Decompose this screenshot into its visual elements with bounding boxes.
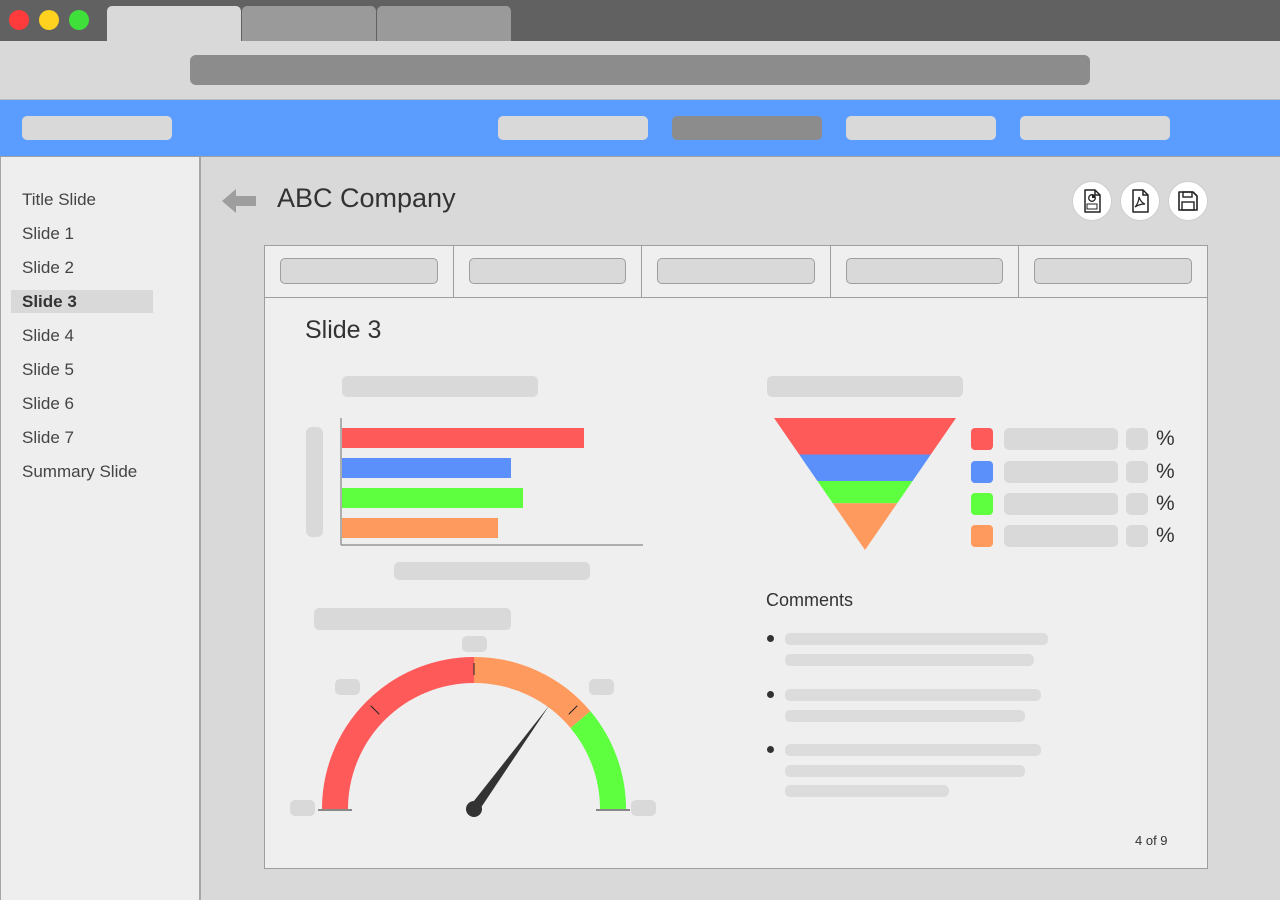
pdf-file-icon <box>1132 189 1149 213</box>
gauge-tick <box>370 705 380 715</box>
export-pdf-button[interactable] <box>1120 181 1160 221</box>
funnel-chart-segment <box>817 480 913 504</box>
sidebar-item-summary-slide[interactable]: Summary Slide <box>22 462 138 481</box>
comment-line-placeholder <box>785 654 1034 666</box>
gauge-tick-label-placeholder <box>589 679 614 695</box>
save-button[interactable] <box>1168 181 1208 221</box>
legend-value-placeholder <box>1126 525 1148 547</box>
funnel-chart <box>774 418 956 550</box>
gauge-tick-label-placeholder <box>631 800 656 816</box>
toolbar-button[interactable] <box>657 258 815 284</box>
sidebar-item-slide-7[interactable]: Slide 7 <box>22 428 74 447</box>
legend-swatch-red <box>971 428 993 450</box>
app-navbar <box>0 100 1280 157</box>
comment-bullet <box>767 635 774 642</box>
bar-chart-bar <box>342 518 498 538</box>
comment-line-placeholder <box>785 744 1041 756</box>
slide-canvas: Slide 3 % % % % Comments 4 of 9 <box>264 245 1208 869</box>
bar-chart-title-placeholder <box>342 376 538 397</box>
browser-tab-active[interactable] <box>107 6 241 41</box>
nav-item-active[interactable] <box>672 116 822 140</box>
nav-item[interactable] <box>1020 116 1170 140</box>
browser-tab[interactable] <box>242 6 376 41</box>
gauge-title-placeholder <box>314 608 511 630</box>
comments-title: Comments <box>766 590 854 610</box>
nav-item[interactable] <box>846 116 996 140</box>
comment-bullet <box>767 746 774 753</box>
toolbar-button[interactable] <box>1034 258 1192 284</box>
gauge-needle-hub <box>466 801 482 817</box>
legend-percent-sign: % <box>1156 492 1175 515</box>
address-bar <box>0 41 1280 100</box>
back-arrow-icon[interactable] <box>222 188 256 214</box>
legend-percent-sign: % <box>1156 460 1175 483</box>
maximize-window-button[interactable] <box>69 10 89 30</box>
funnel-chart-segment <box>832 503 898 550</box>
toolbar-button[interactable] <box>468 258 627 284</box>
save-icon <box>1178 191 1198 211</box>
legend-value-placeholder <box>1126 428 1148 450</box>
gauge-chart <box>318 657 630 817</box>
bar-chart <box>340 418 643 546</box>
sidebar-item-slide-5[interactable]: Slide 5 <box>22 360 74 379</box>
gauge-needle <box>469 705 550 812</box>
legend-value-placeholder <box>1126 493 1148 515</box>
legend-swatch-blue <box>971 461 993 483</box>
gauge-tick-label-placeholder <box>462 636 487 652</box>
gauge-tick <box>568 705 578 715</box>
comment-line-placeholder <box>785 633 1048 645</box>
nav-item[interactable] <box>498 116 648 140</box>
ppt-file-icon <box>1084 189 1101 213</box>
gauge-band <box>473 657 591 729</box>
page-indicator: 4 of 9 <box>1135 833 1168 848</box>
gauge-band <box>322 657 475 810</box>
sidebar-item-slide-2[interactable]: Slide 2 <box>22 258 74 277</box>
legend-percent-sign: % <box>1156 524 1175 547</box>
sidebar-item-slide-1[interactable]: Slide 1 <box>22 224 74 243</box>
slide-toolbar <box>265 246 1207 298</box>
app-logo[interactable] <box>22 116 172 140</box>
browser-tab[interactable] <box>377 6 511 41</box>
comment-bullet <box>767 691 774 698</box>
bar-chart-ylabel-placeholder <box>306 427 323 537</box>
comment-line-placeholder <box>785 710 1025 722</box>
slide-title: Slide 3 <box>305 316 382 344</box>
slide-list-sidebar: Title Slide Slide 1 Slide 2 Slide 3 Slid… <box>0 157 201 900</box>
legend-label-placeholder <box>1004 493 1118 515</box>
legend-value-placeholder <box>1126 461 1148 483</box>
bar-chart-bar <box>342 488 523 508</box>
window-titlebar <box>0 0 1280 41</box>
sidebar-item-slide-6[interactable]: Slide 6 <box>22 394 74 413</box>
bar-chart-bar <box>342 428 584 448</box>
gauge-tick-label-placeholder <box>290 800 315 816</box>
legend-label-placeholder <box>1004 428 1118 450</box>
sidebar-item-slide-3[interactable]: Slide 3 <box>11 290 153 313</box>
sidebar-item-slide-4[interactable]: Slide 4 <box>22 326 74 345</box>
export-ppt-button[interactable] <box>1072 181 1112 221</box>
comment-line-placeholder <box>785 765 1025 777</box>
comment-line-placeholder <box>785 785 949 797</box>
legend-label-placeholder <box>1004 461 1118 483</box>
page-title: ABC Company <box>277 183 456 213</box>
bar-chart-bar <box>342 458 511 478</box>
legend-swatch-orange <box>971 525 993 547</box>
legend-percent-sign: % <box>1156 427 1175 450</box>
legend-swatch-green <box>971 493 993 515</box>
toolbar-button[interactable] <box>280 258 438 284</box>
funnel-chart-segment <box>799 454 931 481</box>
minimize-window-button[interactable] <box>39 10 59 30</box>
legend-label-placeholder <box>1004 525 1118 547</box>
funnel-chart-title-placeholder <box>767 376 963 397</box>
sidebar-item-title-slide[interactable]: Title Slide <box>22 190 97 209</box>
close-window-button[interactable] <box>9 10 29 30</box>
comment-line-placeholder <box>785 689 1041 701</box>
bar-chart-xlabel-placeholder <box>394 562 590 580</box>
url-input[interactable] <box>190 55 1090 85</box>
funnel-chart-segment <box>774 418 956 455</box>
gauge-band <box>570 711 626 810</box>
toolbar-button[interactable] <box>845 258 1004 284</box>
gauge-tick-label-placeholder <box>335 679 360 695</box>
